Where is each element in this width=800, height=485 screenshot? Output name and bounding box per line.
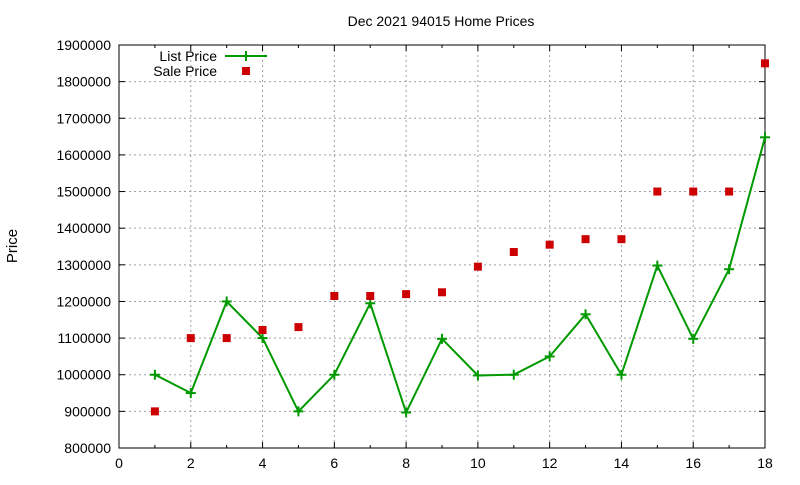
x-tick-label: 14	[614, 455, 630, 471]
y-tick-label: 1800000	[56, 74, 111, 90]
axes-layer: 800000 900000 1000000 1100000 1200000 1300000…	[56, 37, 773, 471]
list-price-point	[652, 260, 663, 271]
chart-title: Dec 2021 94015 Home Prices	[348, 13, 535, 29]
series-list-price	[149, 132, 770, 418]
list-price-point	[688, 333, 699, 344]
y-tick-label: 1200000	[56, 293, 111, 309]
legend-label: Sale Price	[153, 63, 217, 79]
y-tick-label: 900000	[64, 403, 111, 419]
sale-price-point	[438, 288, 446, 297]
y-tick-label: 800000	[64, 440, 111, 456]
y-tick-label: 1700000	[56, 110, 111, 126]
list-price-point	[293, 406, 304, 417]
sale-price-point	[581, 235, 590, 244]
sale-price-point	[258, 326, 267, 335]
list-price-point	[508, 369, 519, 380]
sale-price-point	[761, 59, 769, 68]
list-price-point	[760, 132, 770, 143]
x-tick-label: 12	[542, 455, 558, 471]
series-layer	[149, 59, 770, 418]
y-tick-label: 1900000	[56, 37, 111, 53]
list-price-point	[472, 370, 483, 381]
list-price-point	[185, 388, 196, 399]
sale-price-point	[509, 247, 518, 256]
sale-price-point	[653, 187, 662, 196]
y-tick-label: 1400000	[56, 220, 111, 236]
sale-price-point	[330, 291, 339, 300]
list-price-point	[437, 333, 447, 344]
x-tick-label: 0	[115, 455, 123, 471]
list-price-point	[616, 369, 627, 380]
list-price-point	[401, 407, 412, 418]
sale-price-point	[725, 187, 734, 196]
y-tick-label: 1300000	[56, 257, 111, 273]
list-price-point	[149, 369, 160, 380]
sale-price-point	[222, 334, 231, 343]
legend-swatch-point	[241, 51, 251, 61]
x-tick-label: 6	[330, 455, 338, 471]
y-tick-label: 1000000	[56, 367, 111, 383]
list-price-point	[257, 333, 268, 344]
sale-price-point	[473, 262, 482, 271]
list-price-point	[329, 369, 340, 380]
list-price-point	[724, 264, 735, 275]
sale-price-point	[689, 187, 698, 196]
sale-price-point	[294, 323, 303, 332]
sale-price-point	[186, 334, 195, 343]
list-price-point	[221, 296, 232, 307]
plot-frame	[118, 44, 766, 449]
x-tick-label: 18	[757, 455, 773, 471]
y-axis-label: Price	[4, 229, 21, 263]
y-tick-label: 1100000	[58, 330, 112, 346]
x-tick-label: 16	[685, 455, 701, 471]
grid-layer	[119, 45, 765, 448]
legend-label: List Price	[159, 48, 217, 64]
x-tick-label: 10	[470, 455, 486, 471]
sale-price-point	[150, 407, 159, 416]
y-tick-label: 1500000	[56, 184, 111, 200]
list-price-point	[580, 309, 591, 320]
series-sale-price	[150, 59, 769, 416]
list-price-line	[154, 137, 766, 414]
sale-price-point	[545, 240, 554, 249]
sale-price-point	[617, 235, 626, 244]
sale-price-point	[366, 291, 375, 300]
x-tick-label: 4	[259, 455, 267, 471]
sale-price-point	[402, 290, 411, 299]
legend-swatch-point	[242, 67, 250, 75]
x-tick-label: 2	[187, 455, 195, 471]
y-tick-label: 1600000	[56, 147, 111, 163]
list-price-point	[544, 351, 555, 362]
x-tick-label: 8	[402, 455, 410, 471]
